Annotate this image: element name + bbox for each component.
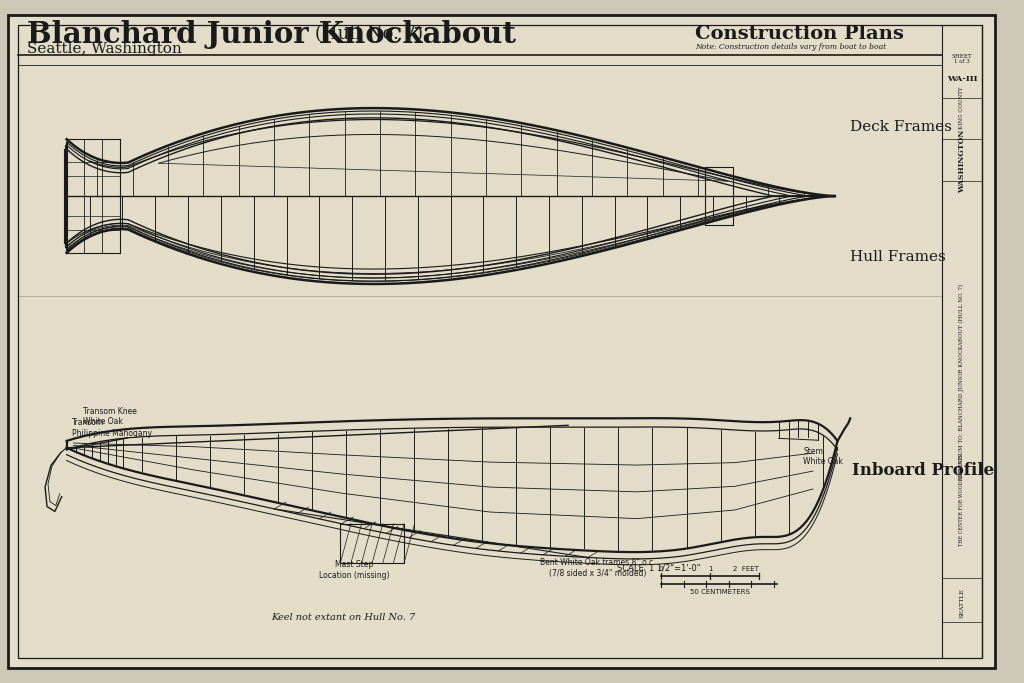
Text: ADDENDUM TO: BLANCHARD JUNIOR KNOCKABOUT (HULL NO. 7): ADDENDUM TO: BLANCHARD JUNIOR KNOCKABOUT… bbox=[959, 283, 965, 481]
Text: Note: Construction details vary from boat to boat: Note: Construction details vary from boa… bbox=[695, 43, 887, 51]
Text: Construction Plans: Construction Plans bbox=[695, 25, 904, 44]
Text: WA-III: WA-III bbox=[946, 74, 977, 83]
Text: Transom
Philippine Mahogany: Transom Philippine Mahogany bbox=[72, 419, 152, 438]
Text: KING COUNTY: KING COUNTY bbox=[959, 87, 965, 129]
Text: Stem
White Oak: Stem White Oak bbox=[803, 447, 843, 466]
Text: Inboard Profile: Inboard Profile bbox=[852, 462, 994, 479]
Text: 1: 1 bbox=[708, 566, 713, 572]
Text: Seattle, Washington: Seattle, Washington bbox=[28, 42, 182, 56]
Text: Hull Frames: Hull Frames bbox=[850, 250, 946, 264]
Text: Mast Step
Location (missing): Mast Step Location (missing) bbox=[319, 561, 390, 580]
Text: Bent White Oak frames 8" o.c.
(7/8 sided x 3/4" molded): Bent White Oak frames 8" o.c. (7/8 sided… bbox=[540, 559, 655, 578]
Text: 2  FEET: 2 FEET bbox=[733, 566, 759, 572]
Text: SHEET
1 of 3: SHEET 1 of 3 bbox=[951, 53, 972, 64]
Text: Keel not extant on Hull No. 7: Keel not extant on Hull No. 7 bbox=[270, 613, 415, 622]
Bar bbox=[340, 524, 404, 563]
Text: THE CENTER FOR WOODEN BOATS: THE CENTER FOR WOODEN BOATS bbox=[959, 454, 965, 546]
Text: 50 CENTIMETERS: 50 CENTIMETERS bbox=[690, 589, 750, 595]
Text: SCALE  1 1/2"=1'-0": SCALE 1 1/2"=1'-0" bbox=[617, 563, 700, 572]
Text: 0: 0 bbox=[658, 566, 664, 572]
Text: Deck Frames: Deck Frames bbox=[850, 120, 952, 135]
Text: Blanchard Junior Knockabout: Blanchard Junior Knockabout bbox=[28, 20, 516, 49]
Text: SEATTLE: SEATTLE bbox=[959, 587, 965, 617]
Text: WASHINGTON: WASHINGTON bbox=[957, 130, 966, 193]
Text: Transom Knee
White Oak: Transom Knee White Oak bbox=[83, 406, 137, 426]
Text: (Hull No. 7): (Hull No. 7) bbox=[315, 25, 423, 44]
